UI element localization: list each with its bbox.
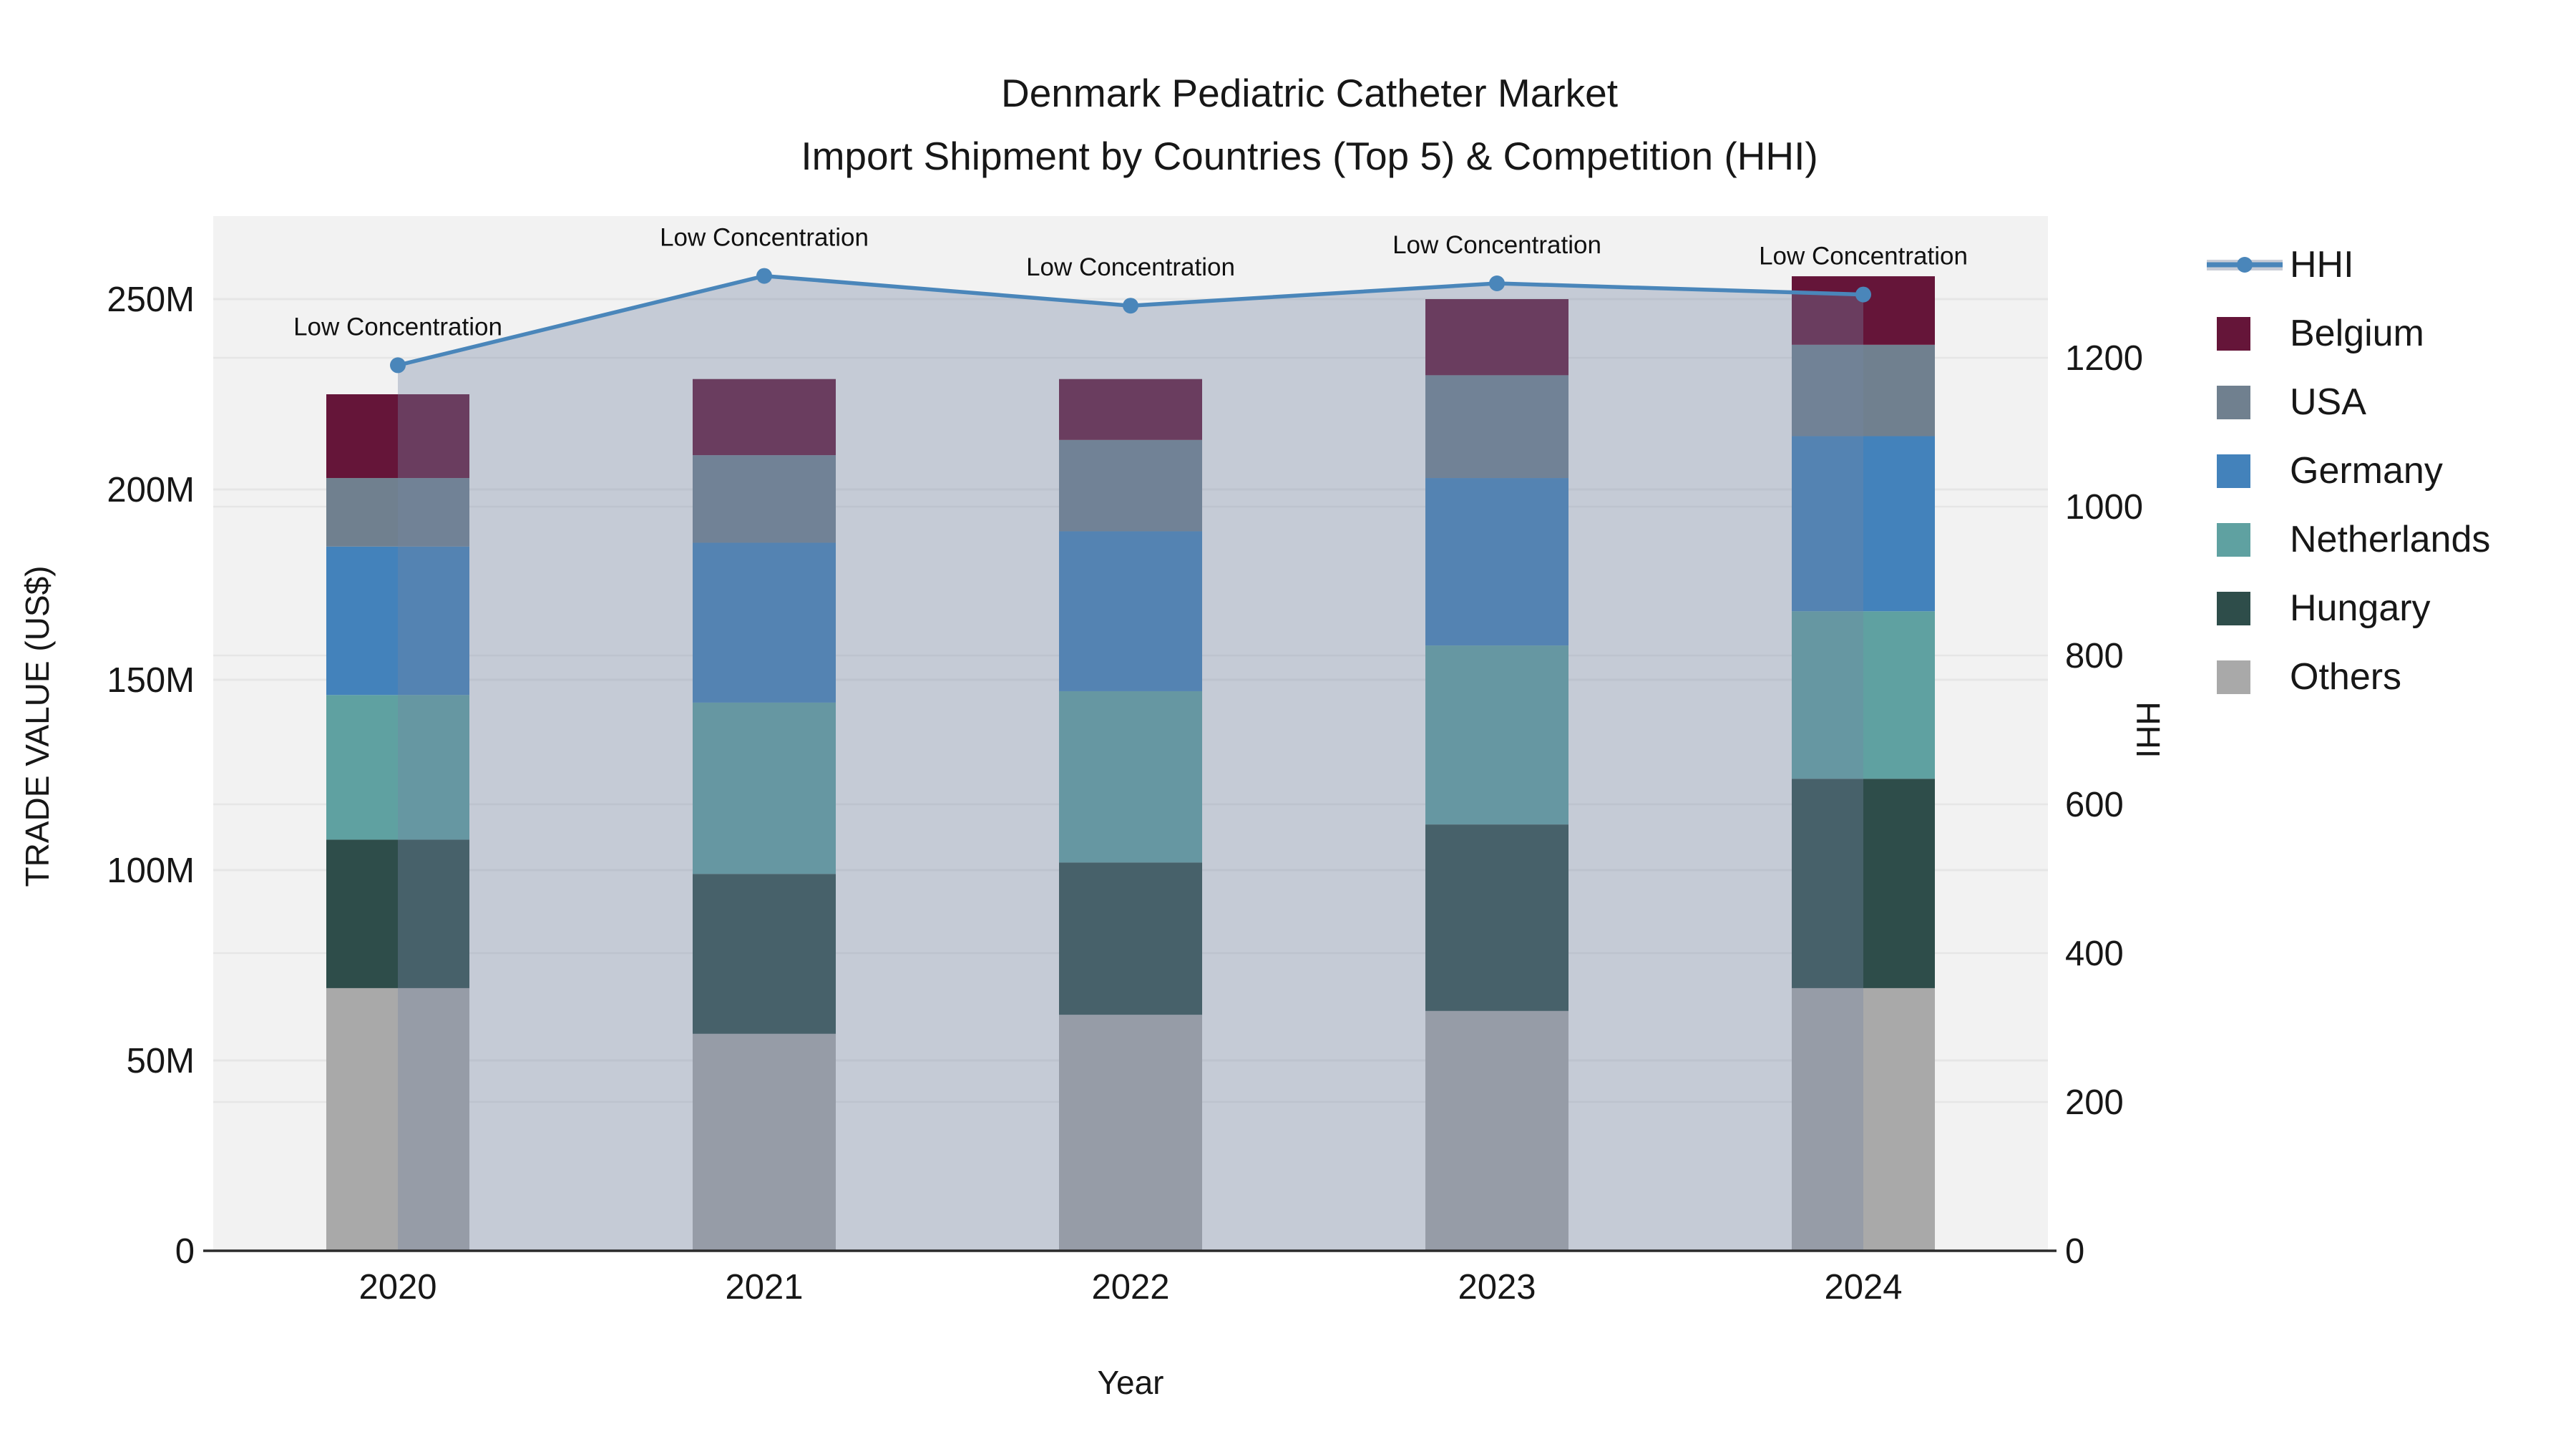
right-tick-label-0: 0 — [2065, 1232, 2084, 1271]
legend-item-germany: Germany — [2205, 436, 2490, 505]
legend-swatch-icon — [2205, 591, 2290, 625]
left-tick-label-150M: 150M — [107, 661, 195, 700]
swatch-usa — [2217, 385, 2250, 419]
hhi-marker-2020 — [390, 357, 406, 374]
right-tick-label-800: 800 — [2065, 637, 2124, 675]
bar-segment-2020-belgium — [326, 394, 469, 479]
bar-segment-2021-others — [693, 1033, 836, 1251]
bar-segment-2024-usa — [1792, 344, 1935, 436]
left-tick-label-50M: 50M — [127, 1042, 195, 1080]
annotation-2020: Low Concentration — [293, 313, 502, 341]
right-axis-title: HHI — [2129, 701, 2167, 758]
bar-segment-2020-hungary — [326, 839, 469, 988]
bar-segment-2023-netherlands — [1425, 645, 1568, 825]
chart-subtitle: Import Shipment by Countries (Top 5) & C… — [801, 134, 1818, 178]
bar-segment-2021-netherlands — [693, 702, 836, 874]
left-tick-label-100M: 100M — [107, 852, 195, 890]
legend-swatch-icon — [2205, 316, 2290, 351]
legend-item-usa: USA — [2205, 368, 2490, 436]
legend-label: HHI — [2290, 244, 2354, 286]
legend-item-hhi: HHI — [2205, 230, 2490, 299]
hhi-marker-2022 — [1123, 298, 1138, 314]
legend-label: Germany — [2290, 450, 2443, 492]
legend-item-hungary: Hungary — [2205, 574, 2490, 643]
bar-segment-2022-belgium — [1059, 379, 1202, 440]
x-tick-label-2023: 2023 — [1458, 1268, 1536, 1307]
right-tick-label-1000: 1000 — [2065, 488, 2143, 527]
bar-segment-2021-hungary — [693, 874, 836, 1034]
swatch-germany — [2217, 454, 2250, 488]
legend-label: Belgium — [2290, 313, 2424, 354]
bar-segment-2024-germany — [1792, 436, 1935, 612]
hhi-line-glyph — [2207, 257, 2283, 273]
annotation-2021: Low Concentration — [660, 224, 869, 252]
legend-swatch-icon — [2205, 454, 2290, 488]
left-tick-label-0: 0 — [175, 1232, 195, 1271]
bar-segment-2021-usa — [693, 455, 836, 543]
bar-segment-2021-belgium — [693, 379, 836, 456]
legend-item-belgium: Belgium — [2205, 299, 2490, 368]
right-tick-label-200: 200 — [2065, 1083, 2124, 1122]
bar-segment-2021-germany — [693, 542, 836, 703]
swatch-others — [2217, 660, 2250, 694]
bar-segment-2022-usa — [1059, 439, 1202, 532]
left-axis-title: TRADE VALUE (US$) — [19, 565, 56, 887]
bar-segment-2020-germany — [326, 546, 469, 696]
right-tick-label-1200: 1200 — [2065, 339, 2143, 378]
hhi-marker-2023 — [1489, 275, 1505, 291]
x-axis-title: Year — [1097, 1364, 1164, 1401]
bar-segment-2024-netherlands — [1792, 611, 1935, 779]
swatch-belgium — [2217, 316, 2250, 351]
right-tick-label-400: 400 — [2065, 935, 2124, 973]
annotation-2023: Low Concentration — [1392, 231, 1601, 259]
bar-segment-2020-others — [326, 987, 469, 1251]
bar-segment-2020-netherlands — [326, 695, 469, 840]
bar-segment-2022-germany — [1059, 531, 1202, 691]
right-tick-label-600: 600 — [2065, 786, 2124, 824]
bar-segment-2020-usa — [326, 478, 469, 547]
x-tick-label-2024: 2024 — [1824, 1268, 1902, 1307]
left-tick-label-200M: 200M — [107, 471, 195, 509]
annotation-2022: Low Concentration — [1026, 253, 1235, 281]
hhi-area-fill — [398, 275, 1863, 1252]
bar-segment-2023-usa — [1425, 375, 1568, 479]
x-tick-label-2020: 2020 — [358, 1268, 436, 1307]
legend-label: Others — [2290, 656, 2402, 698]
legend-label: Hungary — [2290, 587, 2431, 629]
bar-segment-2023-others — [1425, 1010, 1568, 1251]
swatch-hungary — [2217, 591, 2250, 625]
annotation-2024: Low Concentration — [1759, 243, 1968, 270]
legend-swatch-icon — [2205, 522, 2290, 557]
bar-segment-2022-netherlands — [1059, 691, 1202, 863]
bar-segment-2023-hungary — [1425, 824, 1568, 1011]
bar-segment-2024-hungary — [1792, 779, 1935, 988]
legend: HHI Belgium USA Germany Netherlands Hungary Ot… — [2205, 230, 2490, 711]
bar-segment-2022-hungary — [1059, 862, 1202, 1015]
hhi-line-icon — [2205, 252, 2290, 278]
swatch-netherlands — [2217, 522, 2250, 557]
x-tick-label-2021: 2021 — [725, 1268, 803, 1307]
bar-segment-2023-germany — [1425, 478, 1568, 646]
legend-swatch-icon — [2205, 660, 2290, 694]
legend-label: Netherlands — [2290, 519, 2491, 560]
bar-segment-2023-belgium — [1425, 299, 1568, 376]
bar-segment-2022-others — [1059, 1015, 1202, 1251]
legend-swatch-icon — [2205, 385, 2290, 419]
legend-label: USA — [2290, 381, 2366, 423]
chart-title: Denmark Pediatric Catheter Market — [1001, 71, 1618, 115]
bar-segment-2024-others — [1792, 987, 1935, 1251]
hhi-marker-2024 — [1855, 286, 1871, 303]
legend-item-netherlands: Netherlands — [2205, 505, 2490, 574]
hhi-marker-2021 — [756, 268, 772, 284]
x-tick-label-2022: 2022 — [1091, 1268, 1169, 1307]
legend-item-others: Others — [2205, 643, 2490, 711]
left-tick-label-250M: 250M — [107, 280, 195, 319]
